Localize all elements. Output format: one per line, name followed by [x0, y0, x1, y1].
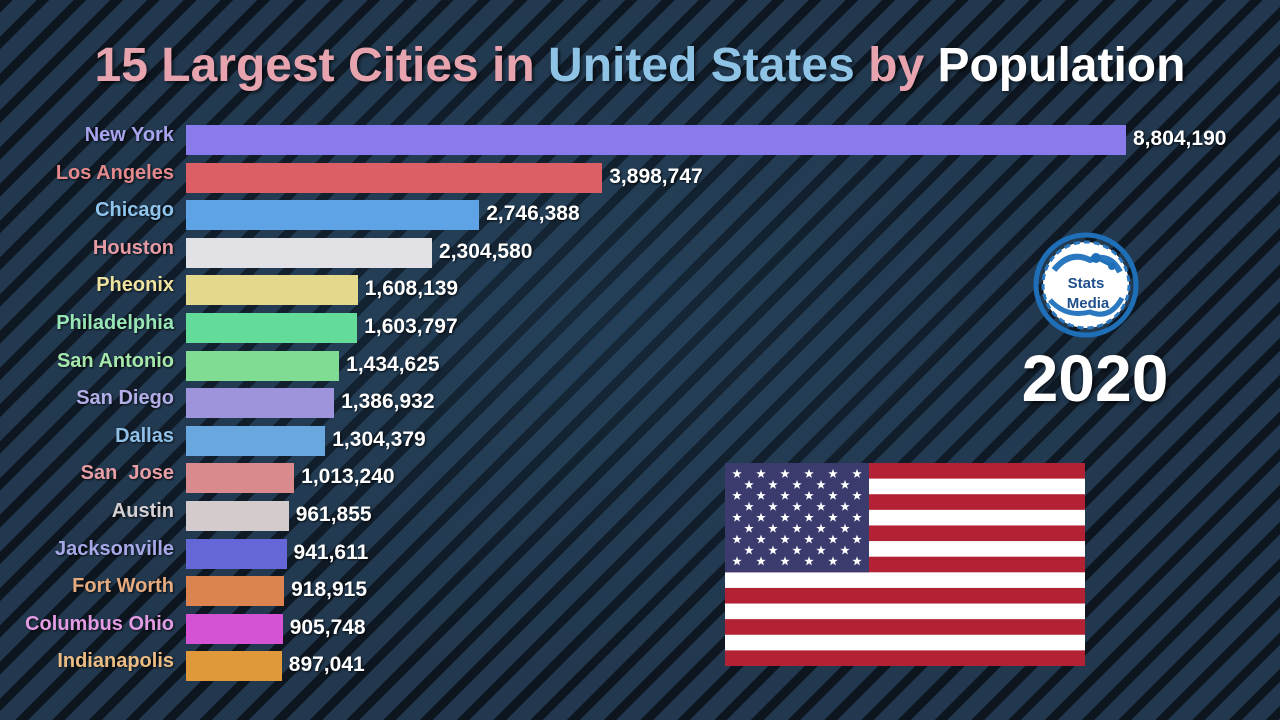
bar: [186, 388, 335, 419]
logo-line-2: Media: [1067, 295, 1110, 312]
category-label: Los Angeles: [55, 161, 174, 184]
bar: [186, 237, 433, 268]
category-label: Indianapolis: [57, 650, 174, 673]
bar: [186, 463, 295, 494]
chart-title: 15 Largest Cities in United States by Po…: [0, 38, 1280, 93]
bar: [186, 125, 1126, 155]
bar: [186, 501, 289, 531]
value-label: 905,748: [289, 615, 366, 639]
value-label: 918,915: [291, 578, 368, 602]
year-label: 2020: [1021, 341, 1169, 415]
stats-media-logo: Stats Media: [1033, 232, 1139, 338]
bar: [186, 200, 480, 231]
category-label: Columbus Ohio: [25, 612, 174, 635]
category-label: Philadelphia: [56, 312, 174, 334]
value-label: 1,386,932: [341, 390, 435, 414]
title-part-1: 15 Largest Cities in: [94, 39, 549, 92]
bar: [186, 613, 283, 644]
logo-line-1: Stats: [1068, 275, 1105, 292]
title-part-4: Population: [937, 39, 1186, 92]
bar: [186, 275, 358, 306]
value-label: 897,041: [288, 653, 365, 677]
value-label: 1,013,240: [301, 465, 395, 489]
bar: [186, 651, 282, 682]
title-part-3: by: [854, 39, 938, 92]
category-label: New York: [84, 124, 174, 146]
bar: [186, 350, 340, 381]
bar: [186, 162, 603, 193]
category-label: San Antonio: [56, 349, 174, 372]
value-label: 2,746,388: [486, 202, 580, 226]
bar: [186, 538, 287, 569]
value-label: 1,603,797: [364, 315, 458, 338]
value-label: 1,434,625: [346, 352, 440, 376]
bar: [186, 576, 285, 607]
category-label: San Jose: [80, 462, 174, 485]
category-label: Chicago: [95, 199, 174, 222]
category-label: Dallas: [115, 424, 174, 447]
category-label: San Diego: [76, 387, 174, 410]
value-label: 941,611: [293, 540, 369, 564]
category-label: Pheonix: [96, 274, 174, 297]
value-label: 1,304,379: [332, 427, 426, 451]
category-label: Fort Worth: [72, 575, 174, 598]
value-label: 961,855: [295, 503, 372, 526]
category-label: Houston: [92, 236, 174, 259]
category-label: Austin: [111, 500, 174, 522]
value-label: 3,898,747: [609, 164, 703, 188]
title-part-2: United States: [548, 39, 855, 92]
bar: [186, 313, 358, 343]
value-label: 2,304,580: [439, 239, 533, 263]
value-label: 8,804,190: [1133, 127, 1227, 150]
us-flag-icon: [725, 463, 1085, 666]
category-label: Jacksonville: [55, 537, 174, 560]
value-label: 1,608,139: [364, 277, 459, 301]
bar: [186, 425, 326, 456]
